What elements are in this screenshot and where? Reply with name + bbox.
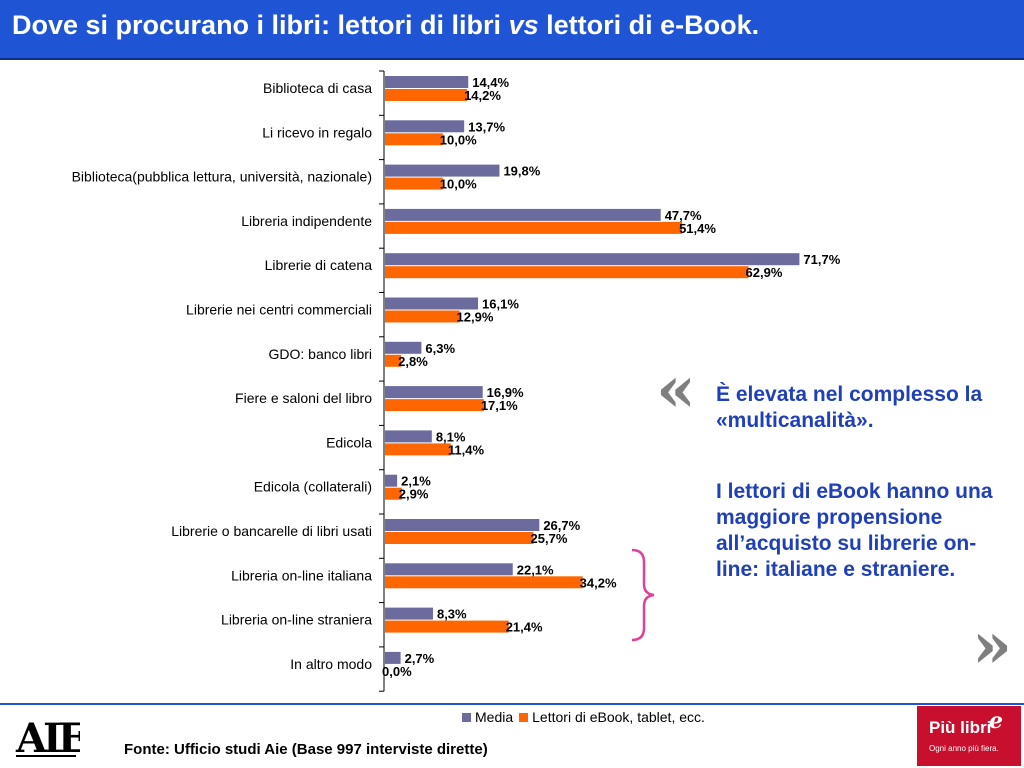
- category-label: Fiere e saloni del libro: [235, 390, 372, 406]
- data-label: 16,9%: [487, 385, 524, 400]
- data-label: 21,4%: [506, 620, 543, 635]
- category-label: Libreria on-line italiana: [231, 567, 372, 583]
- data-label: 6,3%: [425, 341, 455, 356]
- data-label: 12,9%: [457, 310, 494, 325]
- data-label: 47,7%: [665, 208, 702, 223]
- data-label: 0,0%: [382, 664, 412, 679]
- bar-media: [385, 341, 422, 354]
- legend-swatch-ebook: [519, 712, 529, 722]
- bar-ebook: [385, 443, 451, 456]
- data-label: 19,8%: [503, 164, 540, 179]
- bar-media: [385, 386, 483, 399]
- bar-media: [385, 253, 800, 266]
- category-label: Edicola (collaterali): [254, 479, 372, 495]
- open-quote-mark: «: [656, 352, 696, 427]
- bar-media: [385, 651, 401, 664]
- bar-ebook: [385, 221, 683, 234]
- data-label: 62,9%: [746, 265, 783, 280]
- title-bar: Dove si procurano i libri: lettori di li…: [0, 0, 1024, 60]
- bar-media: [385, 120, 465, 133]
- bar-ebook: [385, 532, 534, 544]
- data-label: 51,4%: [679, 221, 716, 236]
- data-label: 71,7%: [803, 252, 840, 267]
- data-label: 22,1%: [517, 562, 554, 577]
- aie-logo-text: AIE: [15, 715, 80, 760]
- category-label: Librerie o bancarelle di libri usati: [171, 523, 372, 539]
- category-label: GDO: banco libri: [269, 346, 372, 362]
- data-label: 2,1%: [401, 474, 431, 489]
- bar-media: [385, 563, 513, 576]
- bar-media: [385, 607, 433, 620]
- bar-ebook: [385, 399, 484, 412]
- bar-chart: Biblioteca di casa 14,4%14,2% Li ricevo in…: [72, 70, 841, 692]
- data-label: 17,1%: [481, 398, 518, 413]
- bar-ebook: [385, 620, 509, 633]
- piu-libri-name: Più libri: [929, 718, 992, 737]
- data-label: 26,7%: [543, 518, 580, 533]
- data-label: 10,0%: [440, 132, 477, 147]
- bar-media: [385, 76, 469, 88]
- legend-label-media: Media: [475, 709, 514, 725]
- bar-ebook: [385, 354, 402, 367]
- legend-item-media: Media: [462, 709, 513, 725]
- page-title: Dove si procurano i libri: lettori di li…: [12, 10, 759, 41]
- data-label: 2,7%: [405, 651, 435, 666]
- data-label: 8,3%: [437, 607, 467, 622]
- bar-ebook: [385, 487, 402, 500]
- callout-text-1: È elevata nel complesso la «multicanalit…: [716, 383, 983, 432]
- category-label: Biblioteca(pubblica lettura, università,…: [72, 169, 372, 185]
- title-suffix: lettori di e-Book.: [538, 10, 760, 40]
- category-label: Libreria indipendente: [241, 213, 372, 229]
- footer-divider: [0, 703, 1024, 705]
- bar-media: [385, 474, 398, 487]
- data-label: 2,8%: [398, 354, 428, 369]
- category-label: Li ricevo in regalo: [262, 124, 372, 140]
- category-label: Librerie di catena: [265, 257, 373, 273]
- bar-ebook: [385, 133, 443, 146]
- category-label: Edicola: [326, 434, 372, 450]
- callout-text-2: I lettori di eBook hanno una maggiore pr…: [716, 480, 993, 581]
- aie-logo: AIE: [15, 715, 80, 760]
- bar-ebook: [385, 576, 583, 589]
- bar-ebook: [385, 266, 749, 279]
- bar-ebook: [385, 310, 460, 323]
- bar-media: [385, 430, 432, 443]
- bar-ebook: [385, 89, 468, 101]
- data-label: 34,2%: [580, 575, 617, 590]
- category-label: Librerie nei centri commerciali: [186, 302, 372, 318]
- legend-item-ebook: Lettori di eBook, tablet, ecc.: [519, 709, 705, 725]
- bar-media: [385, 164, 500, 177]
- title-italic: vs: [508, 10, 539, 40]
- piu-libri-mark: e: [989, 708, 1003, 734]
- data-label: 25,7%: [531, 531, 568, 546]
- data-label: 8,1%: [436, 429, 466, 444]
- data-label: 16,1%: [482, 297, 519, 312]
- source-note: Fonte: Ufficio studi Aie (Base 997 inter…: [124, 741, 488, 758]
- chart-legend: Media Lettori di eBook, tablet, ecc.: [462, 709, 711, 725]
- bar-media: [385, 208, 661, 221]
- bar-ebook: [385, 177, 443, 190]
- data-label: 10,0%: [440, 177, 477, 192]
- category-label: Biblioteca di casa: [263, 80, 372, 96]
- data-label: 14,2%: [464, 88, 501, 103]
- category-label: In altro modo: [290, 656, 372, 672]
- legend-swatch-media: [462, 712, 471, 722]
- curly-brace-icon: [631, 548, 655, 642]
- data-label: 13,7%: [468, 119, 505, 134]
- bar-media: [385, 519, 540, 531]
- title-prefix: Dove si procurano i libri: lettori di li…: [12, 10, 509, 40]
- piu-libri-logo: Più libri e Ogni anno più fiera.: [917, 706, 1021, 766]
- data-label: 2,9%: [399, 487, 429, 502]
- bar-media: [385, 297, 479, 310]
- category-label: Libreria on-line straniera: [221, 612, 372, 628]
- piu-libri-tagline: Ogni anno più fiera.: [929, 744, 999, 753]
- legend-label-ebook: Lettori di eBook, tablet, ecc.: [532, 709, 705, 725]
- close-quote-mark: »: [972, 608, 1012, 683]
- data-label: 11,4%: [448, 442, 485, 457]
- data-label: 14,4%: [472, 75, 509, 90]
